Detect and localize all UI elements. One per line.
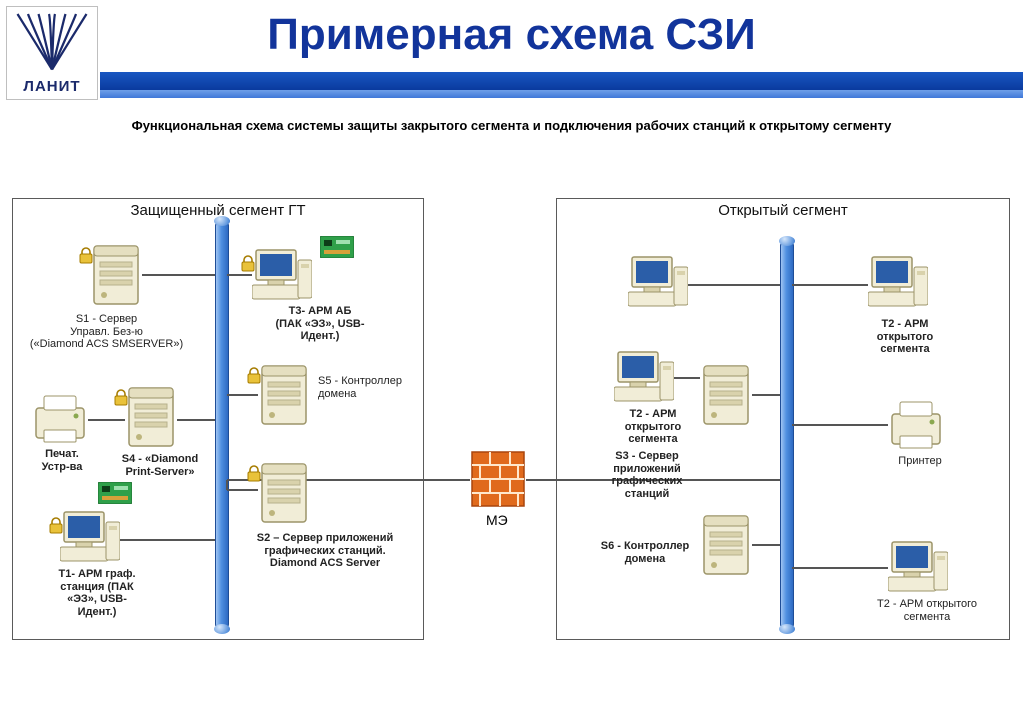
node-s2 [258, 458, 310, 526]
lock-icon [246, 366, 262, 384]
connection-wire [752, 544, 780, 546]
lock-icon [48, 516, 64, 534]
node-label-s3: S3 - Серверприложенийграфическихстанций [592, 450, 702, 501]
connection-wire [142, 274, 215, 276]
lock-icon [78, 246, 94, 264]
node-label-s5: S5 - Контроллердомена [318, 375, 418, 400]
network-diagram: Защищенный сегмент ГТ Открытый сегмент М… [0, 150, 1023, 700]
node-label-t3: Т3- АРМ АБ(ПАК «ЭЗ», USB-Идент.) [260, 305, 380, 343]
connection-wire [674, 377, 700, 379]
node-prn1 [32, 394, 88, 444]
node-s3 [700, 360, 752, 428]
node-s4 [125, 382, 177, 450]
connection-wire [88, 419, 125, 421]
slide-header: ЛАНИТ Примерная схема СЗИ [0, 0, 1023, 110]
node-label-s2: S2 – Сервер приложенийграфических станци… [240, 532, 410, 570]
node-label-pc_tr: Т2 - АРМоткрытогосегмента [860, 318, 950, 356]
connection-wire [792, 424, 888, 426]
closed-bus [215, 220, 229, 630]
connection-wire [177, 419, 215, 421]
pci-card-icon [320, 236, 354, 258]
slide-subtitle: Функциональная схема системы защиты закр… [0, 118, 1023, 133]
node-label-s4: S4 - «DiamondPrint-Server» [105, 453, 215, 478]
node-label-prn1: Печат.Устр-ва [32, 448, 92, 473]
connection-wire [688, 284, 780, 286]
node-t3 [252, 248, 312, 303]
connection-wire [120, 539, 215, 541]
connection-wire [226, 480, 228, 490]
connection-wire [227, 394, 258, 396]
pci-card-icon [98, 482, 132, 504]
connection-wire [227, 274, 252, 276]
node-label-prn2: Принтер [885, 455, 955, 468]
node-s5 [258, 360, 310, 428]
lock-icon [113, 388, 129, 406]
header-stripe-dark [100, 72, 1023, 90]
node-pc_tr [868, 255, 928, 310]
header-stripe-light [100, 90, 1023, 98]
node-label-t2br: Т2 - АРМ открытогосегмента [862, 598, 992, 623]
firewall-icon [470, 450, 526, 508]
firewall-label: МЭ [486, 512, 508, 528]
node-label-s6: S6 - Контроллердомена [590, 540, 700, 565]
connection-wire [752, 394, 780, 396]
node-label-t1: Т1- АРМ граф.станция (ПАК«ЭЗ», USB-Идент… [42, 568, 152, 619]
open-bus [780, 240, 794, 630]
node-prn2 [888, 400, 944, 450]
node-s6 [700, 510, 752, 578]
connection-wire [792, 567, 888, 569]
lock-icon [240, 254, 256, 272]
node-label-t2l: Т2 - АРМоткрытогосегмента [608, 408, 698, 446]
node-s1 [90, 240, 142, 308]
slide-title: Примерная схема СЗИ [0, 10, 1023, 60]
node-label-s1: S1 - СерверУправл. Без-ю(«Diamond ACS SM… [14, 313, 199, 351]
brand-text: ЛАНИТ [7, 78, 97, 95]
node-t1 [60, 510, 120, 565]
connection-wire [792, 284, 868, 286]
lock-icon [246, 464, 262, 482]
connection-wire [227, 489, 258, 491]
open-segment-title: Открытый сегмент [557, 202, 1009, 219]
node-pc_tl [628, 255, 688, 310]
node-t2l [614, 350, 674, 405]
node-t2br [888, 540, 948, 595]
